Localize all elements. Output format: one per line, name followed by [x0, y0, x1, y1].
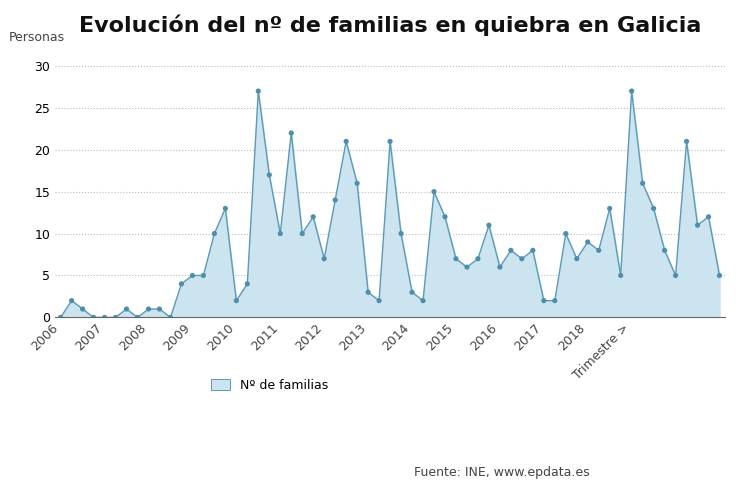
Point — [77, 305, 89, 313]
Point — [263, 171, 275, 179]
Point — [702, 213, 714, 221]
Point — [143, 305, 155, 313]
Point — [198, 271, 209, 279]
Point — [648, 205, 659, 213]
Point — [417, 296, 429, 304]
Title: Evolución del nº de familias en quiebra en Galicia: Evolución del nº de familias en quiebra … — [79, 15, 702, 36]
Point — [692, 221, 704, 229]
Text: Personas: Personas — [8, 31, 64, 44]
Point — [209, 230, 221, 238]
Point — [175, 280, 187, 288]
Point — [670, 271, 682, 279]
Point — [220, 205, 232, 213]
Point — [439, 213, 451, 221]
Point — [428, 188, 440, 196]
Point — [110, 313, 121, 321]
Point — [527, 247, 539, 254]
Point — [362, 288, 374, 296]
Point — [384, 137, 396, 145]
Point — [659, 247, 670, 254]
Point — [296, 230, 308, 238]
Point — [55, 313, 67, 321]
Point — [307, 213, 319, 221]
Legend: Nº de familias: Nº de familias — [206, 374, 333, 397]
Point — [132, 313, 144, 321]
Point — [252, 87, 264, 95]
Point — [483, 221, 495, 229]
Point — [604, 205, 616, 213]
Point — [571, 254, 582, 262]
Point — [121, 305, 132, 313]
Point — [406, 288, 418, 296]
Point — [329, 196, 341, 204]
Point — [582, 238, 593, 246]
Point — [241, 280, 253, 288]
Point — [560, 230, 572, 238]
Point — [153, 305, 165, 313]
Point — [340, 137, 352, 145]
Point — [373, 296, 385, 304]
Point — [98, 313, 110, 321]
Point — [164, 313, 176, 321]
Point — [286, 129, 297, 137]
Point — [494, 263, 506, 271]
Point — [318, 254, 330, 262]
Point — [186, 271, 198, 279]
Point — [681, 137, 693, 145]
Point — [472, 254, 484, 262]
Point — [538, 296, 550, 304]
Point — [275, 230, 286, 238]
Point — [66, 296, 78, 304]
Text: Fuente: INE, www.epdata.es: Fuente: INE, www.epdata.es — [414, 466, 590, 479]
Point — [516, 254, 528, 262]
Point — [395, 230, 407, 238]
Point — [461, 263, 473, 271]
Point — [626, 87, 638, 95]
Point — [615, 271, 627, 279]
Point — [505, 247, 517, 254]
Point — [450, 254, 462, 262]
Point — [230, 296, 242, 304]
Point — [352, 179, 363, 187]
Point — [713, 271, 725, 279]
Point — [636, 179, 648, 187]
Point — [593, 247, 605, 254]
Point — [87, 313, 99, 321]
Point — [549, 296, 561, 304]
